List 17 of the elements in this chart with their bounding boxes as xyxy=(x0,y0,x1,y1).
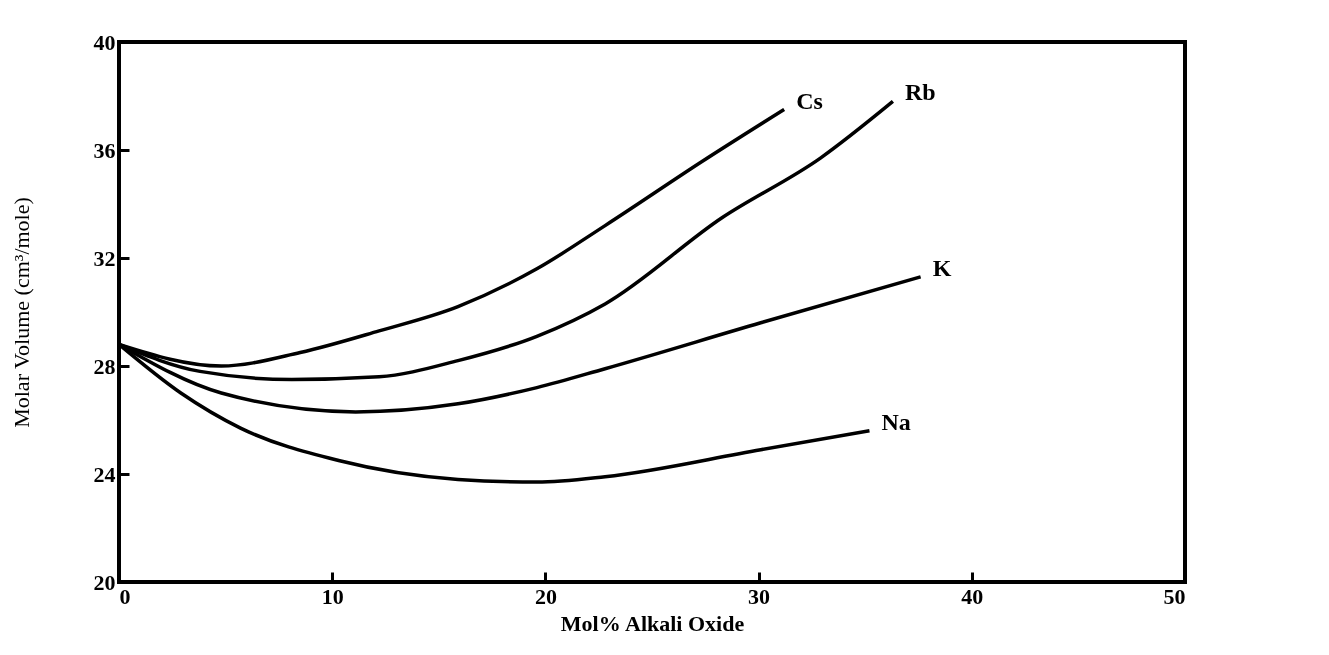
x-tick-label: 50 xyxy=(1163,583,1186,609)
y-tick-label: 24 xyxy=(93,461,116,487)
x-axis-title: Mol% Alkali Oxide xyxy=(560,610,745,636)
x-tick-label: 0 xyxy=(119,583,131,609)
x-tick-label: 30 xyxy=(748,583,771,609)
x-tick-label: 40 xyxy=(961,583,984,609)
series-label: Na xyxy=(881,408,911,435)
y-tick-label: 36 xyxy=(93,137,116,163)
series-label: K xyxy=(932,254,952,281)
series-label: Rb xyxy=(904,79,936,106)
x-tick-label: 10 xyxy=(321,583,344,609)
series-label: Cs xyxy=(796,87,823,114)
y-tick-label: 32 xyxy=(93,245,116,271)
x-tick-label: 20 xyxy=(534,583,557,609)
y-tick-label: 40 xyxy=(93,29,116,55)
y-tick-label: 28 xyxy=(93,353,116,379)
y-axis-title: Molar Volume (cm³/mole) xyxy=(8,197,34,428)
